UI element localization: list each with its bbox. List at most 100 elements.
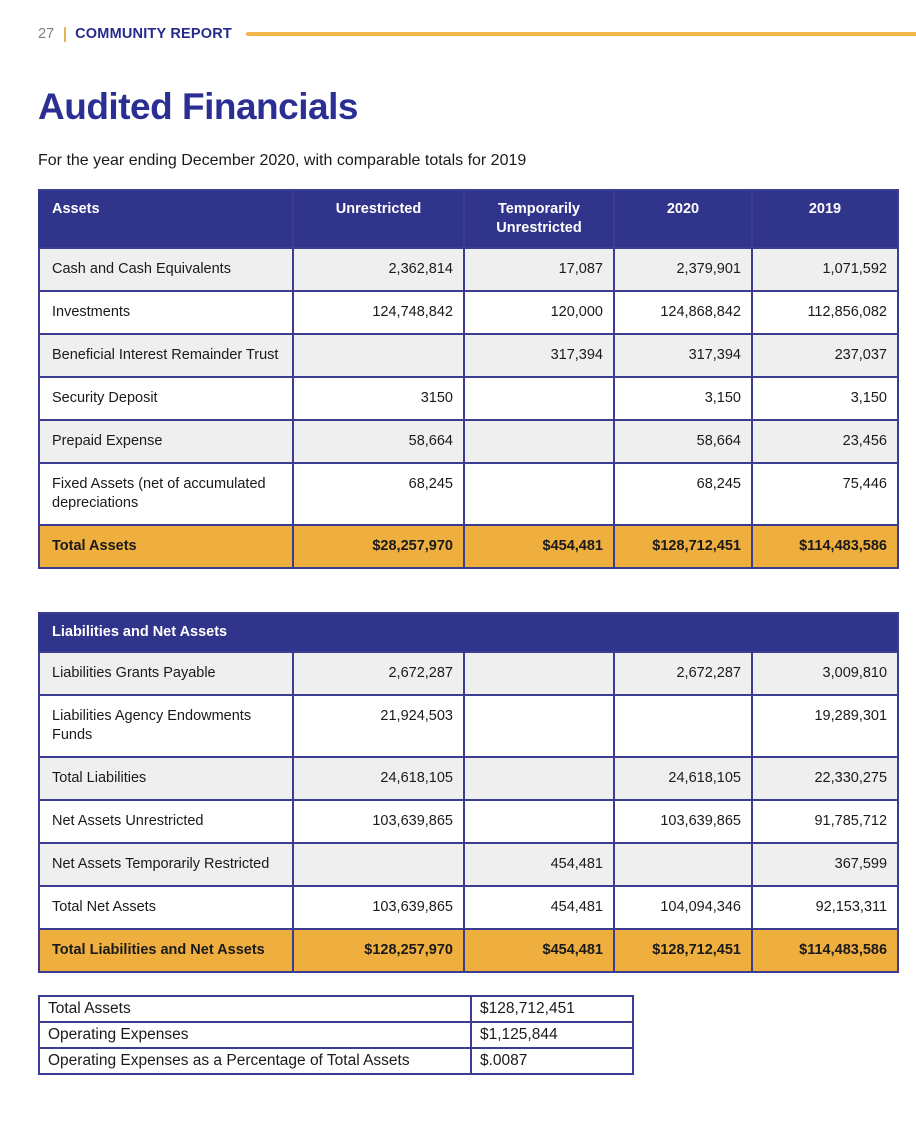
summary-value: $128,712,451 [470, 995, 634, 1023]
row-value [463, 694, 615, 758]
row-value: 58,664 [613, 419, 753, 464]
row-label: Fixed Assets (net of accumulated depreci… [38, 462, 294, 526]
total-row-value: $28,257,970 [292, 524, 465, 569]
liabilities-table-header: Liabilities and Net Assets [37, 612, 900, 653]
row-value: 367,599 [750, 842, 900, 887]
row-value [292, 333, 465, 378]
row-value: 124,748,842 [292, 290, 465, 335]
page-number: 27 [38, 26, 55, 42]
row-value: 112,856,082 [751, 290, 899, 335]
table-row: Net Assets Unrestricted 103,639,865 103,63… [38, 799, 900, 844]
row-value: 454,481 [463, 842, 615, 887]
row-label: Liabilities Agency Endowments Funds [38, 694, 294, 758]
row-value: 2,379,901 [613, 247, 753, 292]
row-value: 103,639,865 [292, 799, 465, 844]
row-value [613, 842, 753, 887]
table-row: Net Assets Temporarily Restricted 454,481… [38, 842, 900, 887]
row-value: 92,153,311 [750, 885, 900, 930]
total-row: Total Liabilities and Net Assets $128,257… [38, 928, 900, 973]
row-value: 3150 [292, 376, 465, 421]
summary-row: Operating Expenses $1,125,844 [38, 1021, 634, 1049]
column-header-2019: 2019 [751, 189, 899, 249]
assets-header-row: Assets Unrestricted Temporarily Unrestri… [38, 189, 899, 249]
header-divider-bar [64, 26, 67, 42]
row-value: 17,087 [463, 247, 615, 292]
row-label: Prepaid Expense [38, 419, 294, 464]
row-value: 3,009,810 [750, 651, 900, 696]
row-label: Cash and Cash Equivalents [38, 247, 294, 292]
page-header: 27 COMMUNITY REPORT [0, 25, 916, 43]
total-row-label: Total Assets [38, 524, 294, 569]
row-value: 3,150 [751, 376, 899, 421]
report-page: 27 COMMUNITY REPORT Audited Financials F… [0, 25, 916, 1075]
table-row: Cash and Cash Equivalents 2,362,814 17,087… [38, 247, 899, 292]
row-value: 317,394 [613, 333, 753, 378]
row-label: Net Assets Temporarily Restricted [38, 842, 294, 887]
liabilities-table: Liabilities and Net Assets Liabilities G… [37, 612, 900, 973]
row-value: 24,618,105 [613, 756, 753, 801]
page-title: Audited Financials [38, 86, 358, 127]
row-label: Total Liabilities [38, 756, 294, 801]
table-row: Liabilities Grants Payable 2,672,287 2,672… [38, 651, 900, 696]
liabilities-header-row: Liabilities and Net Assets [37, 612, 900, 653]
row-value: 2,672,287 [613, 651, 753, 696]
column-header-temporarily-unrestricted: Temporarily Unrestricted [463, 189, 615, 249]
table-row: Beneficial Interest Remainder Trust 317,3… [38, 333, 899, 378]
row-value: 237,037 [751, 333, 899, 378]
total-row-value: $454,481 [463, 524, 615, 569]
row-value: 454,481 [463, 885, 615, 930]
row-label: Security Deposit [38, 376, 294, 421]
row-value: 103,639,865 [613, 799, 753, 844]
row-value: 1,071,592 [751, 247, 899, 292]
table-row: Investments 124,748,842 120,000 124,868,842… [38, 290, 899, 335]
row-value: 22,330,275 [750, 756, 900, 801]
total-row-value: $114,483,586 [750, 928, 900, 973]
liabilities-table-body: Liabilities Grants Payable 2,672,287 2,672… [38, 651, 900, 973]
row-value [463, 376, 615, 421]
summary-table-body: Total Assets $128,712,451 Operating Expens… [38, 995, 634, 1075]
total-row-label: Total Liabilities and Net Assets [38, 928, 294, 973]
row-value: 68,245 [292, 462, 465, 526]
row-value [463, 651, 615, 696]
row-value: 68,245 [613, 462, 753, 526]
row-label: Liabilities Grants Payable [38, 651, 294, 696]
table-row: Security Deposit 3150 3,150 3,150 [38, 376, 899, 421]
summary-table: Total Assets $128,712,451 Operating Expens… [38, 995, 634, 1075]
row-value [463, 419, 615, 464]
page-subtitle: For the year ending December 2020, with … [38, 152, 527, 169]
row-value [463, 462, 615, 526]
assets-table: Assets Unrestricted Temporarily Unrestri… [38, 189, 899, 569]
summary-value: $.0087 [470, 1047, 634, 1075]
row-value: 104,094,346 [613, 885, 753, 930]
row-value: 124,868,842 [613, 290, 753, 335]
assets-table-body: Cash and Cash Equivalents 2,362,814 17,087… [38, 247, 899, 569]
table-row: Prepaid Expense 58,664 58,664 23,456 [38, 419, 899, 464]
total-row-value: $128,712,451 [613, 928, 753, 973]
row-label: Net Assets Unrestricted [38, 799, 294, 844]
row-value: 19,289,301 [750, 694, 900, 758]
row-value [463, 799, 615, 844]
report-title: COMMUNITY REPORT [75, 26, 232, 42]
row-label: Investments [38, 290, 294, 335]
column-header-unrestricted: Unrestricted [292, 189, 465, 249]
row-value [463, 756, 615, 801]
summary-label: Operating Expenses as a Percentage of To… [38, 1047, 472, 1075]
row-value: 91,785,712 [750, 799, 900, 844]
row-value: 58,664 [292, 419, 465, 464]
table-row: Total Liabilities 24,618,105 24,618,105 22,… [38, 756, 900, 801]
gold-rule-line [245, 32, 916, 36]
assets-table-header: Assets Unrestricted Temporarily Unrestri… [38, 189, 899, 249]
row-value: 24,618,105 [292, 756, 465, 801]
row-label: Beneficial Interest Remainder Trust [38, 333, 294, 378]
summary-row: Operating Expenses as a Percentage of To… [38, 1047, 634, 1075]
row-value: 21,924,503 [292, 694, 465, 758]
row-value: 103,639,865 [292, 885, 465, 930]
row-value [613, 694, 753, 758]
total-row-value: $454,481 [463, 928, 615, 973]
table-row: Fixed Assets (net of accumulated depreci… [38, 462, 899, 526]
column-header-assets: Assets [38, 189, 294, 249]
summary-label: Total Assets [38, 995, 472, 1023]
row-value: 23,456 [751, 419, 899, 464]
row-value: 317,394 [463, 333, 615, 378]
summary-value: $1,125,844 [470, 1021, 634, 1049]
